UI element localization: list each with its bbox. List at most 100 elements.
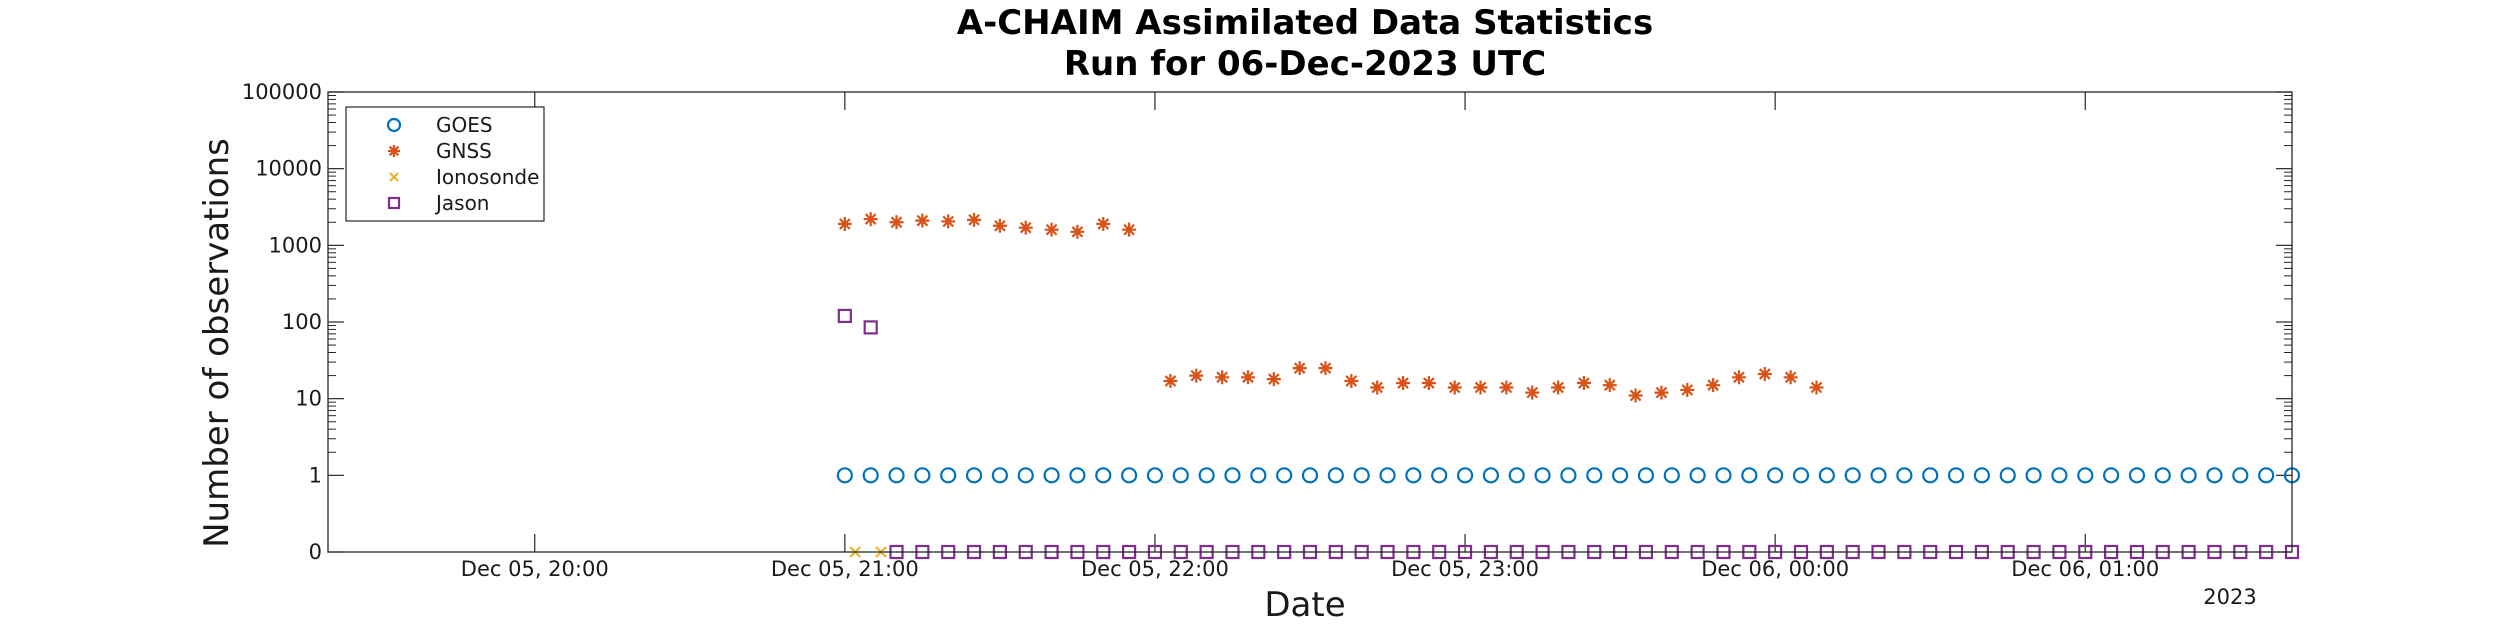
gnss-point (1525, 385, 1540, 400)
legend-label-goes: GOES (436, 113, 493, 137)
y-tick-label: 100 (282, 310, 322, 334)
goes-point (1482, 467, 1499, 484)
plot-area-frame (327, 91, 2293, 553)
gnss-point (1096, 216, 1111, 231)
goes-point (1121, 467, 1138, 484)
goes-point (1586, 467, 1603, 484)
gnss-point (1122, 222, 1137, 237)
jason-point (863, 320, 878, 335)
goes-point (1146, 467, 1164, 484)
goes-point (1405, 467, 1422, 484)
gnss-point (1680, 382, 1695, 397)
goes-point (1301, 467, 1319, 484)
chart-subtitle: Run for 06-Dec-2023 UTC (1064, 44, 1546, 84)
goes-point (1844, 467, 1861, 484)
x-tick-label: Dec 06, 01:00 (2011, 557, 2159, 581)
goes-point (1973, 467, 1990, 484)
gnss-point (1215, 370, 1230, 385)
goes-point (1663, 467, 1680, 484)
goes-point (1534, 467, 1551, 484)
gnss-point (1292, 361, 1307, 376)
y-tick-label: 100000 (242, 80, 322, 104)
x-tick-label: Dec 05, 23:00 (1391, 557, 1539, 581)
gnss-point (1070, 224, 1085, 239)
gnss-point (1499, 380, 1514, 395)
goes-point (1224, 467, 1241, 484)
goes-point (1069, 467, 1086, 484)
x-tick-label: Dec 06, 00:00 (1701, 557, 1849, 581)
goes-point (2051, 467, 2068, 484)
legend-marker-goes (386, 117, 402, 133)
legend-label-ionosonde: Ionosonde (436, 165, 539, 189)
y-axis-label: Number of observations (197, 138, 237, 548)
gnss-point (1628, 388, 1643, 403)
goes-point (1198, 467, 1215, 484)
x-axis-label: Date (1264, 585, 1345, 625)
legend-marker-ionosonde (389, 172, 399, 182)
goes-point (2128, 467, 2146, 484)
gnss-point (915, 213, 930, 228)
goes-point (2206, 467, 2223, 484)
goes-point (1741, 467, 1758, 484)
goes-point (940, 467, 957, 484)
gnss-point (1189, 368, 1204, 383)
gnss-point (1370, 380, 1385, 395)
gnss-point (889, 215, 904, 230)
legend-label-gnss: GNSS (436, 139, 492, 163)
gnss-point (1266, 372, 1281, 387)
gnss-point (863, 212, 878, 227)
goes-point (1276, 467, 1293, 484)
gnss-point (1654, 385, 1669, 400)
chart-title: A-CHAIM Assimilated Data Statistics (957, 3, 1653, 43)
gnss-point (1163, 373, 1178, 388)
x-axis-year-label: 2023 (2203, 585, 2256, 609)
goes-point (2025, 467, 2042, 484)
goes-point (2077, 467, 2094, 484)
goes-point (2103, 467, 2120, 484)
x-tick-label: Dec 05, 20:00 (461, 557, 609, 581)
goes-point (1947, 467, 1965, 484)
goes-point (965, 467, 983, 484)
goes-point (1095, 467, 1112, 484)
goes-point (1560, 467, 1577, 484)
goes-point (1792, 467, 1810, 484)
gnss-point (1473, 380, 1488, 395)
goes-point (1456, 467, 1474, 484)
gnss-point (941, 214, 956, 229)
goes-point (2180, 467, 2197, 484)
goes-point (1870, 467, 1887, 484)
legend-marker-gnss (388, 145, 400, 157)
gnss-point (1783, 370, 1798, 385)
gnss-point (1421, 376, 1436, 391)
gnss-point (1757, 366, 1772, 381)
y-tick-label: 1 (309, 463, 322, 487)
x-tick-label: Dec 05, 21:00 (771, 557, 919, 581)
goes-point (1637, 467, 1655, 484)
goes-point (1689, 467, 1706, 484)
goes-point (1431, 467, 1448, 484)
goes-point (1250, 467, 1267, 484)
legend-marker-jason (387, 196, 401, 210)
gnss-point (837, 216, 852, 231)
goes-point (1896, 467, 1913, 484)
y-tick-label: 10 (295, 387, 322, 411)
gnss-point (1396, 376, 1411, 391)
goes-point (2154, 467, 2171, 484)
gnss-point (1318, 361, 1333, 376)
gnss-point (1576, 376, 1591, 391)
gnss-point (1240, 370, 1255, 385)
legend-box (345, 106, 545, 222)
goes-point (1922, 467, 1939, 484)
goes-point (991, 467, 1008, 484)
gnss-point (1044, 222, 1059, 237)
goes-point (1612, 467, 1629, 484)
goes-point (2232, 467, 2249, 484)
goes-point (836, 467, 853, 484)
goes-point (1999, 467, 2016, 484)
gnss-point (1344, 373, 1359, 388)
gnss-point (1706, 378, 1721, 393)
goes-point (1379, 467, 1396, 484)
goes-point (1715, 467, 1732, 484)
goes-point (862, 467, 879, 484)
goes-point (2258, 467, 2275, 484)
